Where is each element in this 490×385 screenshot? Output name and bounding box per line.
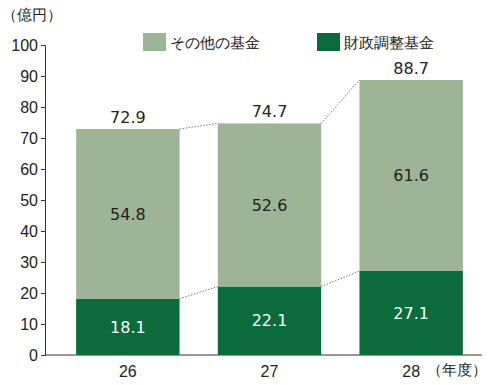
y-tick-mark: [41, 231, 45, 232]
connector: [321, 80, 359, 123]
y-tick-mark: [41, 107, 45, 108]
data-label: 22.1: [252, 311, 288, 330]
data-label: 54.8: [110, 205, 146, 224]
y-tick: 20: [20, 285, 45, 302]
data-labels: 18.1 22.1 27.1 54.8 52.6 61.6 72.9 74.7 88.7: [110, 59, 429, 337]
data-label: 27.1: [393, 304, 429, 323]
y-tick-mark: [41, 138, 45, 139]
x-tick: 28: [402, 355, 420, 380]
legend: その他の基金 財政調整基金: [143, 33, 434, 52]
y-tick: 80: [20, 99, 45, 116]
bar-segment: [76, 299, 179, 355]
y-tick-label: 60: [20, 161, 38, 178]
y-tick: 100: [11, 37, 45, 54]
bar-segment: [359, 271, 462, 355]
x-tick-label: 27: [261, 363, 279, 380]
y-tick-mark: [41, 45, 45, 46]
y-tick-label: 30: [20, 254, 38, 271]
y-axis: 0 10 20 30 40 50 60 70 80 90 100: [11, 37, 45, 364]
x-axis-title: （年度）: [427, 361, 487, 379]
total-label: 74.7: [252, 102, 288, 121]
bar-segment: [218, 123, 321, 286]
y-tick: 0: [29, 347, 45, 364]
y-tick-mark: [41, 324, 45, 325]
y-tick: 60: [20, 161, 45, 178]
y-tick-mark: [41, 293, 45, 294]
y-tick-mark: [41, 200, 45, 201]
y-tick-label: 0: [29, 347, 38, 364]
data-label: 52.6: [252, 196, 288, 215]
x-tick: 26: [119, 355, 137, 380]
y-tick-label: 10: [20, 316, 38, 333]
bar-segment: [76, 129, 179, 299]
x-tick-label: 26: [119, 363, 137, 380]
data-label: 61.6: [393, 166, 429, 185]
y-tick: 40: [20, 223, 45, 240]
x-axis: 26 27 28: [45, 355, 482, 380]
y-tick-label: 70: [20, 130, 38, 147]
y-axis-title: （億円）: [2, 6, 62, 24]
legend-swatch: [317, 33, 340, 51]
bar-segment: [218, 286, 321, 355]
y-tick-label: 50: [20, 192, 38, 209]
total-label: 72.9: [110, 108, 146, 127]
x-tick: 27: [261, 355, 279, 380]
bars: [76, 80, 463, 355]
y-tick-mark: [41, 76, 45, 77]
data-label: 18.1: [110, 318, 146, 337]
connector: [321, 271, 359, 287]
y-tick: 70: [20, 130, 45, 147]
y-axis-line: [41, 46, 46, 356]
y-tick-label: 20: [20, 285, 38, 302]
y-tick: 90: [20, 68, 45, 85]
total-label: 88.7: [393, 59, 429, 78]
y-tick-mark: [41, 262, 45, 263]
y-tick-label: 90: [20, 68, 38, 85]
legend-label: 財政調整基金: [344, 34, 434, 52]
y-tick: 30: [20, 254, 45, 271]
connector: [180, 286, 218, 298]
legend-label: その他の基金: [170, 34, 260, 52]
x-tick-label: 28: [402, 363, 420, 380]
chart: 0 10 20 30 40 50 60 70 80 90 100 26 27 28 （億円） （年度） 18.1…: [0, 0, 490, 385]
y-tick: 10: [20, 316, 45, 333]
connector: [180, 123, 218, 129]
y-tick-label: 40: [20, 223, 38, 240]
y-tick-mark: [41, 169, 45, 170]
connectors: [180, 80, 360, 299]
legend-swatch: [143, 33, 166, 51]
y-tick: 50: [20, 192, 45, 209]
bar-segment: [359, 80, 462, 271]
y-tick-label: 100: [11, 37, 38, 54]
y-tick-mark: [41, 355, 45, 356]
y-tick-label: 80: [20, 99, 38, 116]
